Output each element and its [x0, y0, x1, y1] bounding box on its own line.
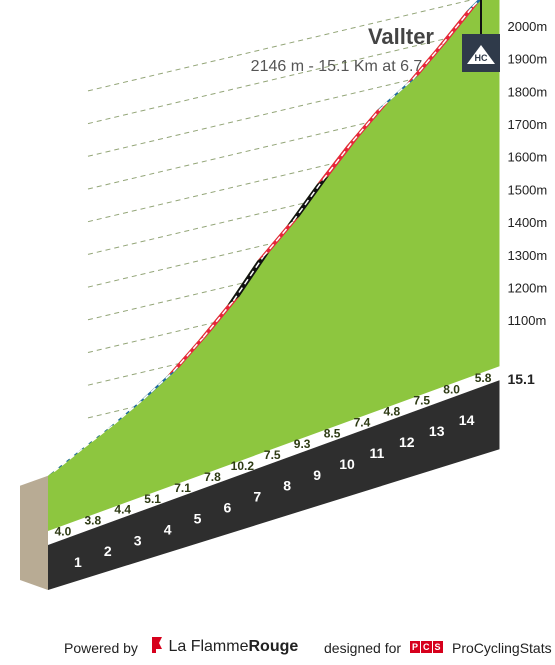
elevation-tick-label: 1700m	[507, 117, 547, 132]
category-badge: HC	[462, 0, 500, 72]
gradient-label: 3.8	[85, 514, 102, 528]
km-label: 5	[194, 510, 202, 526]
climb-profile-chart: 1100m 1200m 1300m 1400m 1500m 1600m 1700m 1800m…	[20, 0, 548, 590]
band-center-dash	[442, 6, 474, 45]
pcs-badge-letter: C	[421, 641, 432, 653]
profile-base	[20, 380, 500, 590]
label-layer: 1100m 1200m 1300m 1400m 1500m 1600m 1700m 1800m…	[55, 0, 548, 570]
km-label: 9	[313, 467, 321, 483]
gradient-label: 4.0	[55, 525, 72, 539]
km-label: 6	[224, 500, 232, 516]
km-label: 12	[399, 434, 415, 450]
gradient-label: 7.1	[174, 481, 191, 495]
elevation-tick-label: 1200m	[507, 281, 547, 296]
band-center-dash	[382, 78, 414, 107]
pcs-badge-letter: P	[410, 641, 421, 653]
gradient-label: 8.0	[443, 383, 460, 397]
band-center-dash	[322, 140, 354, 181]
elevation-tick-label: 2100m	[507, 0, 547, 1]
band-center-dash	[173, 336, 205, 372]
brand-la-flamme: La Flamme	[168, 638, 249, 655]
gradient-label: 5.8	[475, 371, 492, 385]
powered-by-text: Powered by	[64, 640, 138, 656]
mountain-icon	[467, 45, 495, 64]
km-label: 4	[164, 521, 172, 537]
band-center-dash	[202, 300, 234, 338]
band-center-dash	[292, 179, 324, 222]
gradient-label: 4.8	[384, 404, 401, 418]
brand-rouge: Rouge	[248, 638, 299, 655]
band-center-dash	[143, 370, 175, 400]
profile-side-wall	[20, 475, 48, 590]
category-badge-text: HC	[475, 53, 488, 63]
pcs-badge-letter: S	[432, 641, 443, 653]
km-label: 11	[369, 445, 384, 461]
band-center-dash	[232, 256, 264, 302]
km-label: 10	[339, 456, 355, 472]
km-label: 7	[253, 489, 261, 505]
km-label: 14	[459, 412, 475, 428]
band-center-dash	[113, 398, 145, 425]
gradient-label: 10.2	[231, 459, 255, 473]
band-center-dash	[412, 43, 444, 80]
distance-end-label: 15.1	[507, 371, 534, 387]
gradient-label: 4.4	[114, 503, 131, 517]
elevation-grid-line	[87, 25, 500, 125]
km-label: 2	[104, 543, 112, 559]
climb-title: Vallter	[367, 24, 434, 49]
band-center-dash	[352, 105, 384, 142]
footer: Powered by La FlammeRouge designed for P…	[0, 634, 555, 664]
km-label: 3	[134, 532, 142, 548]
elevation-tick-label: 2000m	[507, 19, 547, 34]
gradient-label: 7.8	[204, 470, 221, 484]
procyclingstats-link[interactable]: ProCyclingStats	[452, 640, 552, 656]
profile-ground	[48, 0, 500, 531]
gradient-label: 8.5	[324, 426, 341, 440]
elevation-tick-label: 1300m	[507, 248, 547, 263]
climb-subtitle: 2146 m - 15.1 Km at 6.7 %	[250, 58, 441, 75]
gradient-label: 9.3	[294, 437, 311, 451]
gradient-band	[227, 252, 270, 306]
profile-ground-area	[48, 0, 500, 531]
km-label: 8	[283, 478, 291, 494]
designed-for-text: designed for	[324, 640, 402, 656]
laflammerouge-logo[interactable]: La FlammeRouge	[150, 636, 298, 656]
profile-base-band	[48, 380, 500, 590]
band-center-dash	[262, 220, 294, 258]
gradient-label: 7.5	[264, 448, 281, 462]
pcs-badge: P C S	[410, 641, 443, 653]
elevation-tick-label: 1100m	[507, 313, 546, 328]
gradient-label: 5.1	[144, 492, 161, 506]
flag-icon	[152, 637, 162, 653]
gradient-band-layer	[48, 0, 482, 476]
band-center-dash	[53, 447, 85, 473]
elevation-tick-label: 1500m	[507, 182, 547, 197]
elevation-tick-label: 1900m	[507, 52, 547, 67]
km-label: 13	[429, 423, 445, 439]
gradient-label: 7.5	[413, 394, 430, 408]
gradient-label: 7.4	[354, 415, 371, 429]
elevation-tick-label: 1800m	[507, 84, 547, 99]
band-center-dash	[83, 423, 115, 449]
km-label: 1	[74, 554, 82, 570]
elevation-tick-label: 1600m	[507, 150, 547, 165]
elevation-tick-label: 1400m	[507, 215, 547, 230]
elevation-grid-line	[87, 0, 474, 92]
